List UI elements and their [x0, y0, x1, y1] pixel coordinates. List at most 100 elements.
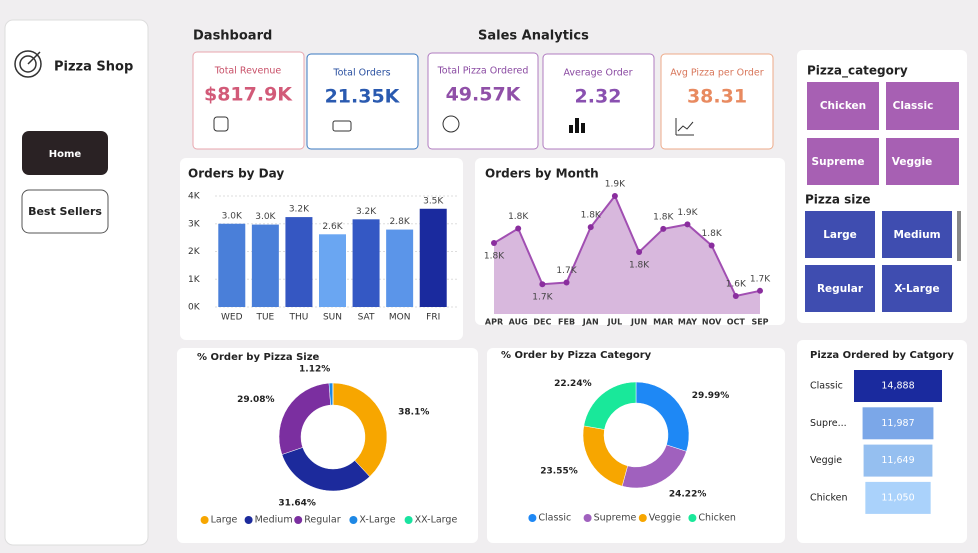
tile-label[interactable]: Supreme — [812, 156, 865, 168]
size-tile[interactable] — [882, 265, 952, 312]
data-label: 24.22% — [669, 489, 707, 499]
point — [587, 224, 594, 231]
x-tick-label: JUL — [607, 318, 623, 327]
bar — [218, 223, 246, 307]
chart-title: Orders by Month — [485, 167, 599, 181]
tile-label[interactable]: Regular — [817, 283, 864, 295]
x-tick-label: JAN — [582, 318, 599, 327]
tile-label[interactable]: X-Large — [894, 283, 939, 295]
tile-label[interactable]: Veggie — [892, 156, 932, 168]
kpi-value: 38.31 — [687, 86, 747, 108]
bar — [285, 217, 313, 307]
category-tile[interactable] — [807, 138, 879, 185]
kpi-label: Total Revenue — [214, 66, 282, 77]
best-sellers-label[interactable]: Best Sellers — [28, 205, 102, 218]
point — [611, 193, 618, 199]
tile-label[interactable]: Large — [823, 229, 857, 241]
filter-title: Pizza size — [805, 193, 871, 207]
point — [636, 249, 643, 256]
kpi-card — [306, 53, 419, 150]
kpi-label: Total Orders — [332, 68, 390, 79]
kpi-value: 2.32 — [575, 86, 622, 108]
data-label: 1.8K — [508, 212, 529, 222]
x-tick-label: APR — [485, 318, 503, 327]
point — [757, 287, 763, 294]
category-tile[interactable] — [886, 82, 959, 130]
point — [732, 293, 739, 299]
logo — [14, 50, 42, 78]
kpi-label: Total Pizza Ordered — [437, 66, 529, 77]
category-label: Classic — [810, 381, 843, 392]
point — [563, 279, 570, 286]
y-tick-label: 3K — [188, 219, 201, 229]
point — [539, 281, 546, 288]
slice — [332, 382, 388, 477]
data-label: 1.8K — [484, 252, 505, 262]
legend-swatch — [404, 516, 413, 524]
line — [493, 194, 761, 298]
legend-label: Regular — [304, 515, 341, 526]
subtitle: Sales Analytics — [478, 29, 589, 44]
x-tick-label: MON — [389, 313, 411, 323]
tile-label[interactable]: Medium — [893, 229, 940, 241]
x-tick-label: SUN — [323, 313, 342, 323]
bar — [419, 208, 447, 307]
data-label: 22.24% — [554, 379, 592, 389]
size-tile[interactable] — [882, 211, 952, 258]
icon — [332, 120, 352, 132]
data-label: 38.1% — [398, 408, 429, 418]
legend-label: Large — [211, 515, 238, 526]
data-label: 1.7K — [532, 293, 553, 303]
data-label: 11,050 — [881, 492, 914, 503]
home-button[interactable] — [22, 131, 108, 175]
data-label: 1.8K — [702, 229, 723, 239]
data-label: 29.08% — [237, 395, 275, 405]
data-label: 23.55% — [540, 466, 578, 476]
x-tick-label: TUE — [255, 313, 274, 323]
best-sellers-button[interactable] — [21, 189, 109, 234]
legend-label: Veggie — [649, 513, 681, 524]
point — [684, 221, 691, 228]
panel — [177, 348, 478, 543]
chart-title: Orders by Day — [188, 167, 284, 181]
y-tick-label: 2K — [188, 247, 201, 257]
kpi-card — [660, 53, 774, 150]
legend-swatch — [528, 514, 537, 522]
legend-swatch — [638, 514, 647, 522]
tile-label[interactable]: Classic — [893, 100, 934, 112]
data-label: 3.2K — [289, 205, 310, 215]
x-tick-label: WED — [221, 313, 243, 323]
bar — [319, 234, 346, 307]
kpi-value: $817.9K — [204, 84, 293, 106]
scrollbar[interactable] — [957, 211, 961, 261]
slice — [583, 381, 637, 430]
brand: Pizza Shop — [54, 60, 133, 75]
area — [494, 196, 760, 314]
panel — [487, 348, 785, 543]
kpi-value: 21.35K — [325, 86, 401, 108]
funnel-bar — [865, 481, 931, 514]
category-tile[interactable] — [886, 138, 959, 185]
data-label: 1.8K — [581, 211, 602, 221]
data-label: 1.7K — [556, 266, 577, 276]
size-tile[interactable] — [805, 265, 875, 312]
tile-label[interactable]: Chicken — [820, 100, 866, 112]
x-tick-label: JUN — [630, 318, 647, 327]
data-label: 11,649 — [881, 455, 914, 466]
icon — [213, 116, 229, 132]
x-tick-label: MAR — [653, 318, 673, 327]
size-tile[interactable] — [805, 211, 875, 258]
legend-label: Medium — [255, 515, 293, 526]
funnel-bar — [863, 444, 933, 477]
legend-swatch — [244, 516, 253, 524]
data-label: 1.8K — [629, 261, 650, 271]
legend-swatch — [200, 516, 209, 524]
chart-title: Pizza Ordered by Catgory — [810, 350, 954, 361]
home-label[interactable]: Home — [49, 149, 82, 160]
bar — [386, 229, 414, 307]
category-tile[interactable] — [807, 82, 879, 130]
legend-swatch — [349, 516, 358, 524]
point — [708, 242, 715, 249]
